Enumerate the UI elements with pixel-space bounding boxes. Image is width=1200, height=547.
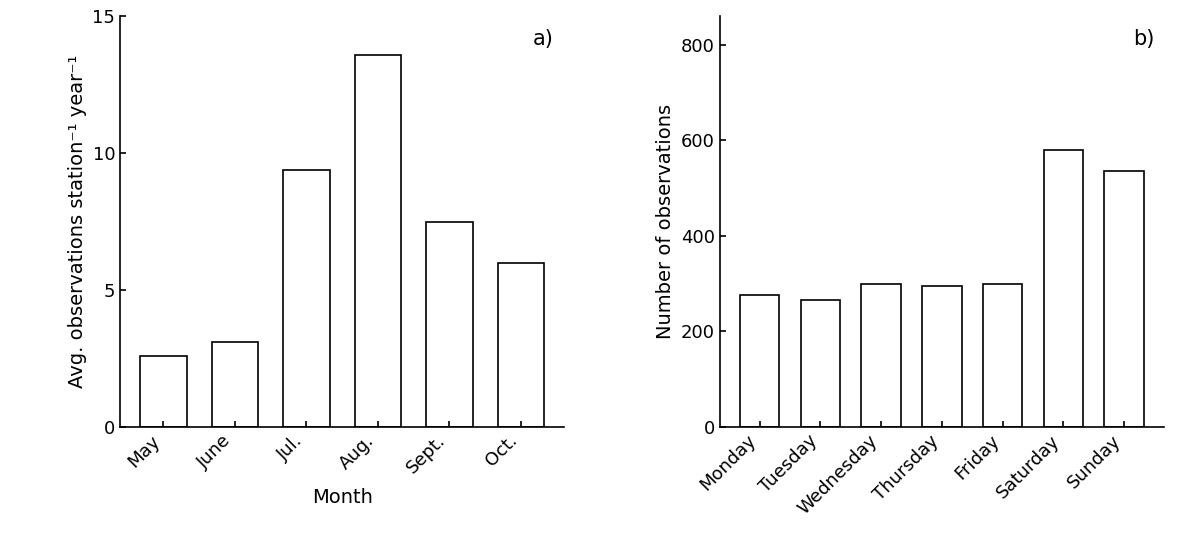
Bar [140,356,187,427]
Y-axis label: Number of observations: Number of observations [656,104,676,339]
Bar [922,286,961,427]
Bar [740,295,780,427]
Bar [1044,150,1084,427]
X-axis label: Month: Month [312,488,372,508]
Y-axis label: Avg. observations station⁻¹ year⁻¹: Avg. observations station⁻¹ year⁻¹ [67,55,86,388]
Text: b): b) [1133,28,1154,49]
Bar [498,263,544,427]
Bar [426,222,473,427]
Bar [983,283,1022,427]
Bar [211,342,258,427]
Bar [355,55,401,427]
Bar [283,170,330,427]
Text: a): a) [533,28,554,49]
Bar [800,300,840,427]
Bar [862,283,901,427]
Bar [1104,171,1144,427]
